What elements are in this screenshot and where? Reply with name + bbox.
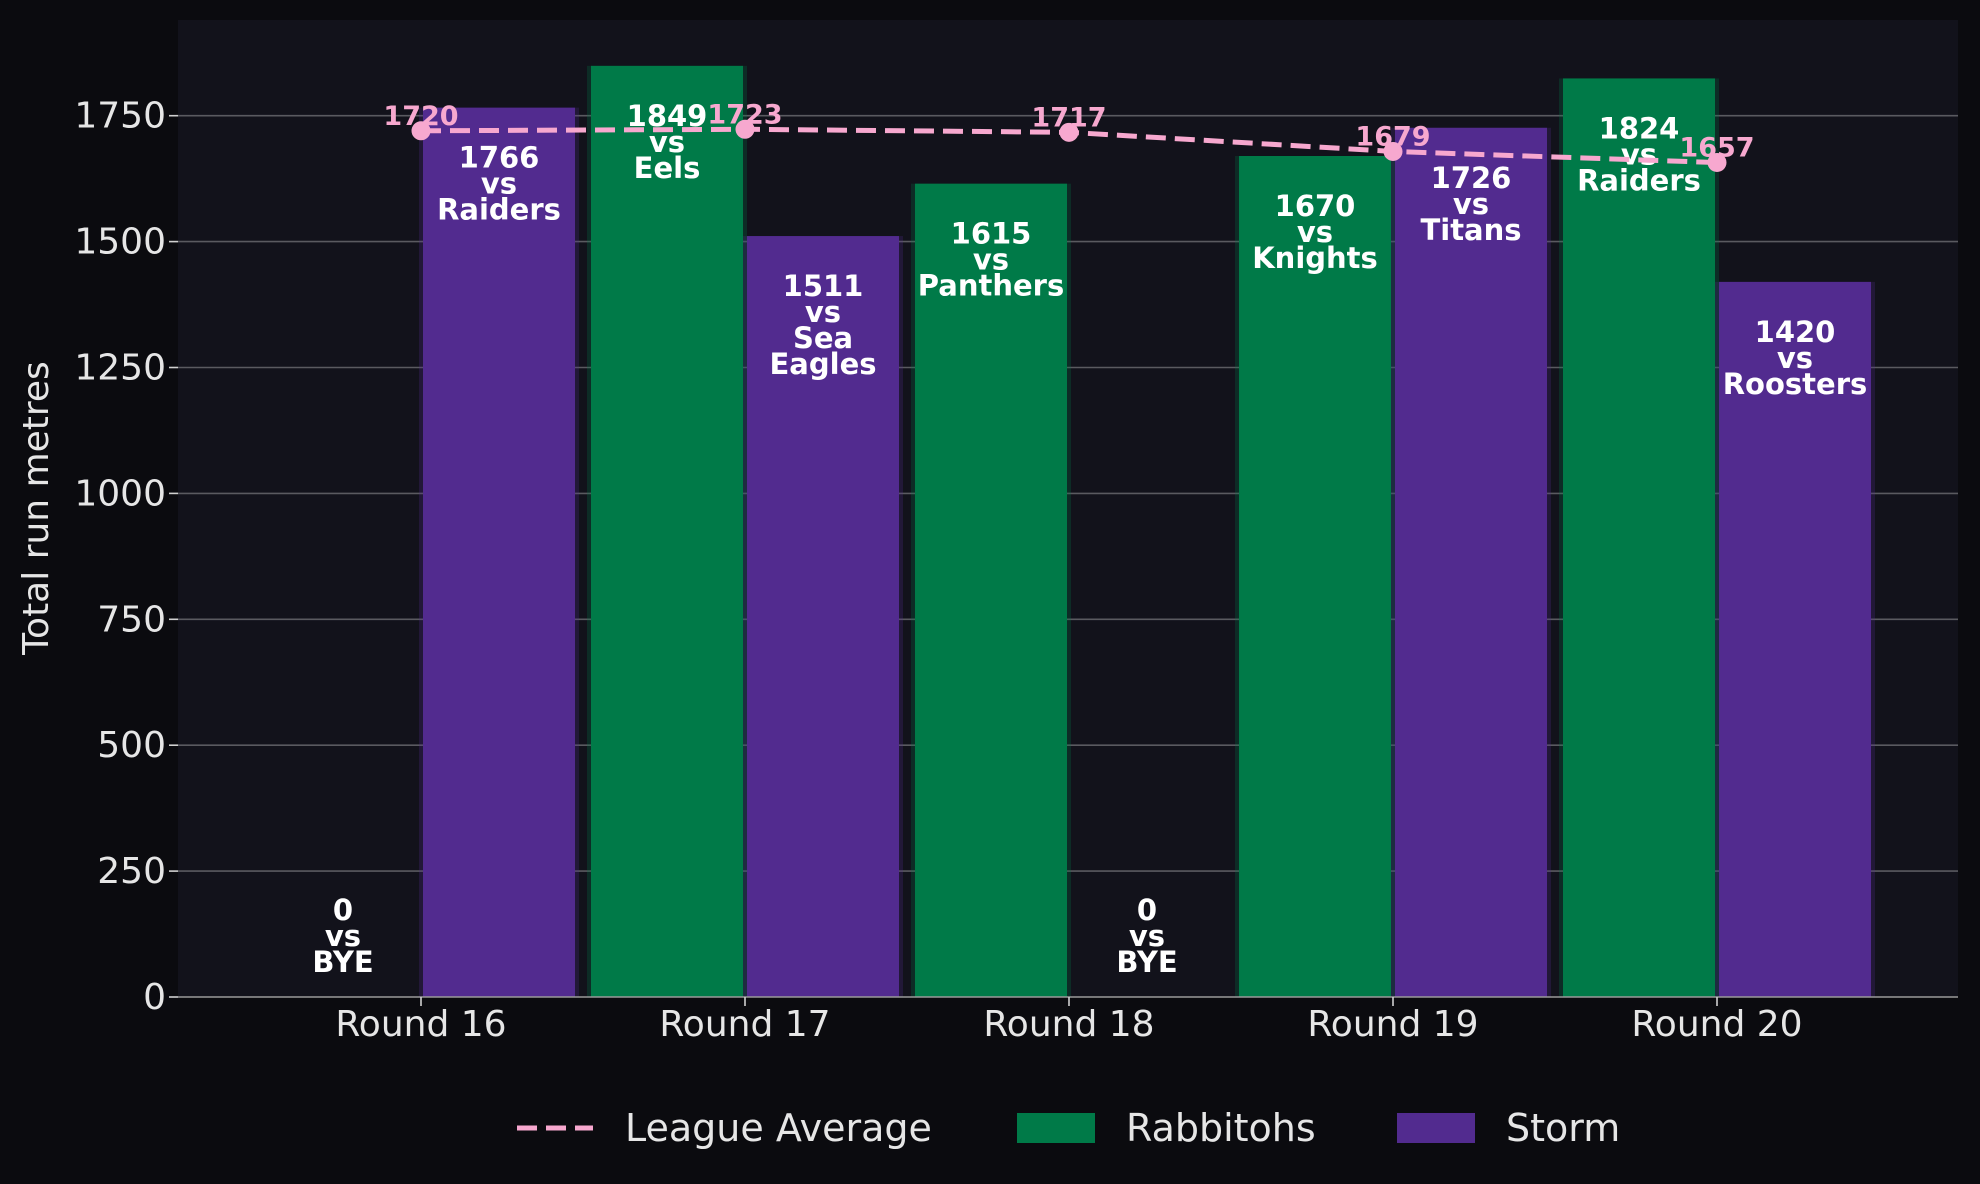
legend-label-rabbitohs: Rabbitohs xyxy=(1126,1106,1316,1150)
league-average-label-0: 1720 xyxy=(383,101,458,132)
league-average-label-1: 1723 xyxy=(707,99,782,130)
bar-label-storm-3-1: vs xyxy=(1453,187,1489,221)
bar-label-rabbitohs-2-0: 1615 xyxy=(951,217,1032,251)
bar-label-storm-2-2: BYE xyxy=(1116,945,1177,979)
bar-storm-3 xyxy=(1395,127,1547,998)
bar-label-storm-2-0: 0 xyxy=(1137,893,1157,927)
y-tick-label-250: 250 xyxy=(97,851,166,892)
bar-label-storm-1-3: Eagles xyxy=(769,347,876,381)
league-average-point-4 xyxy=(1707,153,1727,173)
bar-label-storm-3-2: Titans xyxy=(1420,213,1521,247)
x-axis-ticks: Round 16 Round 17 Round 18 Round 19 Round 20 xyxy=(335,997,1803,1045)
bar-label-storm-4-0: 1420 xyxy=(1755,315,1836,349)
bar-label-rabbitohs-2-2: Panthers xyxy=(918,269,1064,303)
league-average-point-0 xyxy=(411,121,431,141)
bar-storm-0 xyxy=(423,107,575,998)
league-average-line: 1720 1723 1717 1679 1657 xyxy=(383,99,1755,173)
y-tick-label-1000: 1000 xyxy=(74,473,166,514)
legend-swatch-rabbitohs xyxy=(1017,1113,1095,1143)
league-average-point-3 xyxy=(1383,141,1403,161)
bar-label-rabbitohs-3-1: vs xyxy=(1297,215,1333,249)
bar-rabbitohs-3 xyxy=(1239,155,1391,997)
bar-label-storm-0-1: vs xyxy=(481,167,517,201)
bar-label-rabbitohs-4-1: vs xyxy=(1621,137,1657,171)
bar-label-storm-1-0: 1511 xyxy=(783,269,864,303)
bar-label-rabbitohs-0-1: vs xyxy=(325,919,361,953)
bar-storm-4 xyxy=(1719,281,1871,997)
bar-label-storm-2-1: vs xyxy=(1129,919,1165,953)
legend-swatch-storm xyxy=(1397,1113,1475,1143)
bar-label-storm-4-2: Roosters xyxy=(1723,367,1868,401)
y-tick-label-0: 0 xyxy=(143,977,166,1018)
league-average-point-1 xyxy=(735,119,755,139)
legend-label-storm: Storm xyxy=(1506,1106,1620,1150)
bar-label-rabbitohs-2-1: vs xyxy=(973,243,1009,277)
y-tick-label-750: 750 xyxy=(97,599,166,640)
y-tick-label-1500: 1500 xyxy=(74,222,166,263)
bar-label-storm-1-2: Sea xyxy=(793,321,853,355)
bar-label-rabbitohs-4-0: 1824 xyxy=(1599,111,1680,145)
y-tick-label-1750: 1750 xyxy=(74,96,166,137)
bar-label-rabbitohs-0-0: 0 xyxy=(333,893,353,927)
bar-label-storm-1-1: vs xyxy=(805,295,841,329)
x-tick-label-3: Round 19 xyxy=(1307,1004,1478,1045)
y-tick-label-500: 500 xyxy=(97,725,166,766)
bar-label-rabbitohs-1-2: Eels xyxy=(634,151,701,185)
bar-label-rabbitohs-3-2: Knights xyxy=(1252,241,1378,275)
bar-label-storm-3-0: 1726 xyxy=(1431,161,1512,195)
y-axis-ticks: 0 250 500 750 1000 1250 1500 1750 xyxy=(74,96,178,1018)
league-average-label-4: 1657 xyxy=(1679,133,1754,164)
x-tick-label-4: Round 20 xyxy=(1631,1004,1802,1045)
x-tick-label-1: Round 17 xyxy=(659,1004,830,1045)
bar-storm-1 xyxy=(747,236,899,997)
bar-rabbitohs-2 xyxy=(915,183,1067,997)
league-average-label-3: 1679 xyxy=(1355,121,1430,152)
bar-label-storm-4-1: vs xyxy=(1777,341,1813,375)
bar-label-storm-0-0: 1766 xyxy=(459,141,540,175)
bar-rabbitohs-1 xyxy=(591,65,743,997)
legend: League Average Rabbitohs Storm xyxy=(517,1106,1620,1150)
legend-label-league-average: League Average xyxy=(625,1106,932,1150)
bar-label-storm-0-2: Raiders xyxy=(437,193,561,227)
league-average-label-2: 1717 xyxy=(1031,102,1106,133)
bar-label-rabbitohs-0-2: BYE xyxy=(312,945,373,979)
y-tick-label-1250: 1250 xyxy=(74,348,166,389)
y-axis-title: Total run metres xyxy=(16,361,57,656)
bars xyxy=(263,65,1875,998)
bar-label-rabbitohs-3-0: 1670 xyxy=(1275,189,1356,223)
league-average-point-2 xyxy=(1059,122,1079,142)
x-tick-label-2: Round 18 xyxy=(983,1004,1154,1045)
bar-labels: 0vsBYE1849vsEels1615vsPanthers1670vsKnig… xyxy=(312,99,1867,979)
bar-label-rabbitohs-4-2: Raiders xyxy=(1577,163,1701,197)
x-tick-label-0: Round 16 xyxy=(335,1004,506,1045)
bar-rabbitohs-4 xyxy=(1563,78,1715,998)
